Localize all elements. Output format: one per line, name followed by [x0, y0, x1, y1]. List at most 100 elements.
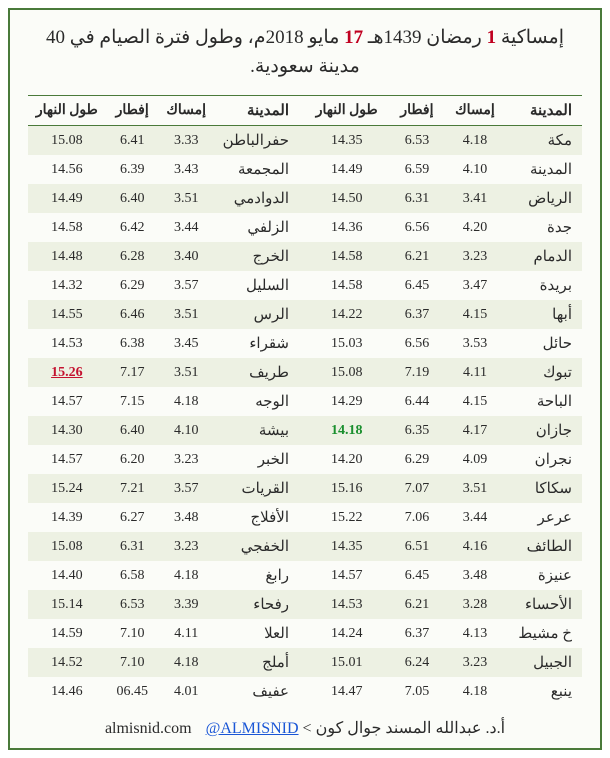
cell-daylen: 14.58 — [305, 271, 388, 300]
author-name: أ.د. عبدالله المسند جوال كون > — [303, 720, 506, 737]
cell-city: بريدة — [504, 271, 582, 300]
site-url: almisnid.com — [105, 720, 192, 738]
cell-iftar: 6.38 — [106, 329, 159, 358]
cell-city: القريات — [214, 474, 305, 503]
table-row: سكاكا3.517.0715.16 — [305, 474, 582, 503]
cell-daylen: 15.01 — [305, 648, 388, 677]
cell-iftar: 6.53 — [388, 126, 445, 156]
cell-iftar: 6.28 — [106, 242, 159, 271]
table-row: الرس3.516.4614.55 — [28, 300, 305, 329]
cell-city: الخبر — [214, 445, 305, 474]
cell-city: السليل — [214, 271, 305, 300]
col-daylen: طول النهار — [305, 96, 388, 126]
cell-city: جدة — [504, 213, 582, 242]
table-row: حفرالباطن3.336.4115.08 — [28, 126, 305, 156]
table-row: الأفلاج3.486.2714.39 — [28, 503, 305, 532]
table-row: المدينة4.106.5914.49 — [305, 155, 582, 184]
cell-daylen: 14.50 — [305, 184, 388, 213]
cell-imsak: 3.23 — [445, 648, 504, 677]
cell-imsak: 3.51 — [159, 184, 214, 213]
cell-daylen: 14.24 — [305, 619, 388, 648]
cell-daylen: 15.08 — [28, 126, 106, 156]
table-row: خ مشيط4.136.3714.24 — [305, 619, 582, 648]
table-row: طريف3.517.1715.26 — [28, 358, 305, 387]
cell-city: عرعر — [504, 503, 582, 532]
table-row: أبها4.156.3714.22 — [305, 300, 582, 329]
cell-iftar: 7.10 — [106, 619, 159, 648]
table-row: الباحة4.156.4414.29 — [305, 387, 582, 416]
cell-imsak: 3.23 — [445, 242, 504, 271]
page-title: إمساكية 1 رمضان 1439هـ 17 مايو 2018م، وط… — [28, 24, 582, 81]
cell-city: الجبيل — [504, 648, 582, 677]
table-row: جازان4.176.3514.18 — [305, 416, 582, 445]
cell-daylen: 14.52 — [28, 648, 106, 677]
cell-imsak: 4.18 — [159, 648, 214, 677]
cell-daylen: 14.18 — [305, 416, 388, 445]
table-row: عنيزة3.486.4514.57 — [305, 561, 582, 590]
cell-iftar: 6.27 — [106, 503, 159, 532]
cell-imsak: 3.57 — [159, 474, 214, 503]
cell-city: طريف — [214, 358, 305, 387]
cell-city: الأحساء — [504, 590, 582, 619]
cell-iftar: 6.56 — [388, 213, 445, 242]
cell-city: تبوك — [504, 358, 582, 387]
cell-city: عنيزة — [504, 561, 582, 590]
cell-imsak: 3.43 — [159, 155, 214, 184]
table-row: الخبر3.236.2014.57 — [28, 445, 305, 474]
cell-imsak: 3.48 — [445, 561, 504, 590]
table-row: بيشة4.106.4014.30 — [28, 416, 305, 445]
cell-imsak: 4.13 — [445, 619, 504, 648]
cell-imsak: 4.11 — [159, 619, 214, 648]
col-daylen: طول النهار — [28, 96, 106, 126]
twitter-link[interactable]: @ALMISNID — [206, 720, 299, 738]
title-p1: إمساكية — [496, 27, 564, 48]
cell-iftar: 6.29 — [106, 271, 159, 300]
table-row: الوجه4.187.1514.57 — [28, 387, 305, 416]
cell-imsak: 4.15 — [445, 300, 504, 329]
cell-daylen: 14.40 — [28, 561, 106, 590]
cell-imsak: 4.18 — [159, 561, 214, 590]
cell-daylen: 14.29 — [305, 387, 388, 416]
cell-daylen: 15.14 — [28, 590, 106, 619]
cell-imsak: 4.17 — [445, 416, 504, 445]
col-city: المدينة — [504, 96, 582, 126]
cell-imsak: 4.18 — [159, 387, 214, 416]
cell-daylen: 14.58 — [28, 213, 106, 242]
cell-imsak: 4.15 — [445, 387, 504, 416]
cell-iftar: 6.41 — [106, 126, 159, 156]
table-row: الجبيل3.236.2415.01 — [305, 648, 582, 677]
cell-iftar: 6.51 — [388, 532, 445, 561]
cell-daylen: 14.48 — [28, 242, 106, 271]
title-p3: مايو 2018م، وطول فترة الصيام في 40 مدينة… — [46, 27, 360, 77]
cell-city: رفحاء — [214, 590, 305, 619]
cell-iftar: 6.20 — [106, 445, 159, 474]
cell-daylen: 15.03 — [305, 329, 388, 358]
cell-daylen: 14.57 — [28, 387, 106, 416]
cell-iftar: 6.21 — [388, 590, 445, 619]
cell-iftar: 6.44 — [388, 387, 445, 416]
cell-daylen: 15.08 — [305, 358, 388, 387]
cell-daylen: 14.49 — [305, 155, 388, 184]
table-right: المدينة إمساك إفطار طول النهار مكة4.186.… — [305, 95, 582, 706]
cell-imsak: 4.20 — [445, 213, 504, 242]
table-header-row: المدينة إمساك إفطار طول النهار — [28, 96, 305, 126]
cell-imsak: 4.10 — [445, 155, 504, 184]
cell-daylen: 14.47 — [305, 677, 388, 706]
cell-imsak: 3.44 — [445, 503, 504, 532]
table-row: العلا4.117.1014.59 — [28, 619, 305, 648]
cell-daylen: 15.08 — [28, 532, 106, 561]
cell-city: مكة — [504, 126, 582, 156]
cell-imsak: 3.41 — [445, 184, 504, 213]
cell-iftar: 6.53 — [106, 590, 159, 619]
cell-imsak: 3.28 — [445, 590, 504, 619]
cell-daylen: 14.20 — [305, 445, 388, 474]
cell-imsak: 4.01 — [159, 677, 214, 706]
cell-city: حفرالباطن — [214, 126, 305, 156]
cell-city: العلا — [214, 619, 305, 648]
cell-imsak: 3.57 — [159, 271, 214, 300]
col-imsak: إمساك — [159, 96, 214, 126]
cell-iftar: 7.21 — [106, 474, 159, 503]
cell-imsak: 3.48 — [159, 503, 214, 532]
table-row: عفيف4.0106.4514.46 — [28, 677, 305, 706]
cell-iftar: 7.17 — [106, 358, 159, 387]
